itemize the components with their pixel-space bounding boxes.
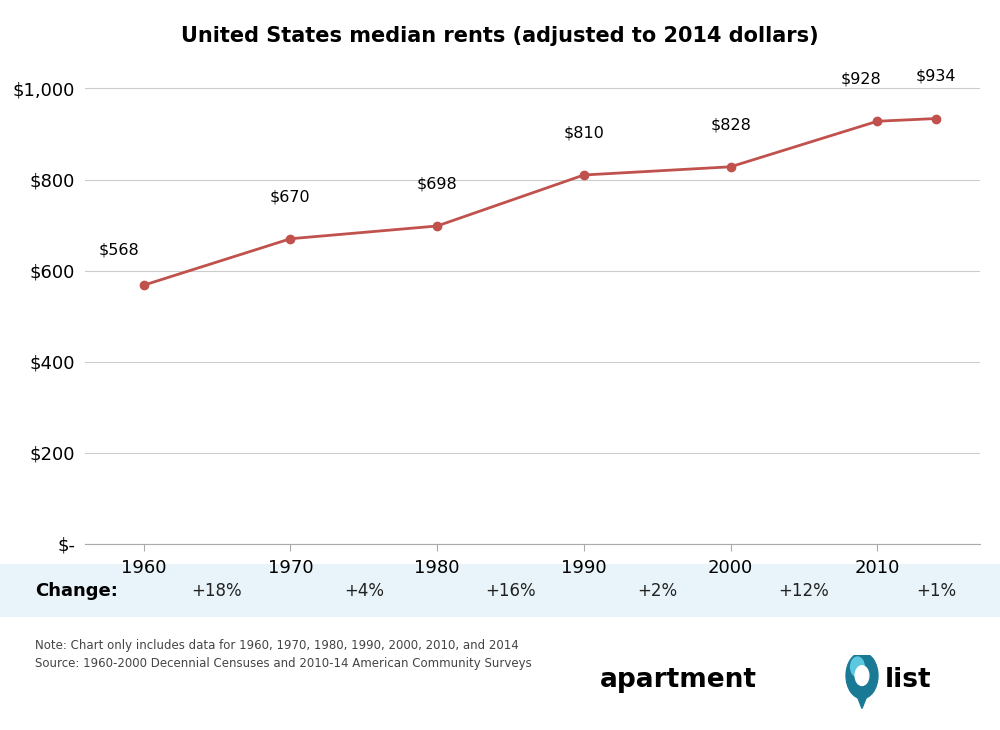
Text: Source: 1960-2000 Decennial Censuses and 2010-14 American Community Surveys: Source: 1960-2000 Decennial Censuses and… xyxy=(35,657,532,670)
Text: $810: $810 xyxy=(563,126,604,140)
Text: $934: $934 xyxy=(916,69,956,84)
Text: $828: $828 xyxy=(710,117,751,132)
Text: $928: $928 xyxy=(840,72,881,87)
Text: +4%: +4% xyxy=(344,582,384,599)
Text: +12%: +12% xyxy=(779,582,829,599)
Text: list: list xyxy=(885,667,932,694)
Text: +18%: +18% xyxy=(192,582,242,599)
Text: United States median rents (adjusted to 2014 dollars): United States median rents (adjusted to … xyxy=(181,26,819,45)
Text: +1%: +1% xyxy=(916,582,956,599)
Text: +16%: +16% xyxy=(485,582,536,599)
Polygon shape xyxy=(855,691,869,708)
Text: +2%: +2% xyxy=(637,582,677,599)
Circle shape xyxy=(846,653,878,699)
Circle shape xyxy=(851,657,864,677)
Circle shape xyxy=(855,666,869,685)
Text: Note: Chart only includes data for 1960, 1970, 1980, 1990, 2000, 2010, and 2014: Note: Chart only includes data for 1960,… xyxy=(35,639,519,652)
Text: $670: $670 xyxy=(270,189,311,204)
Text: Change:: Change: xyxy=(35,582,118,599)
Text: $698: $698 xyxy=(417,176,458,191)
Text: apartment: apartment xyxy=(600,667,757,694)
Text: $568: $568 xyxy=(99,242,140,258)
